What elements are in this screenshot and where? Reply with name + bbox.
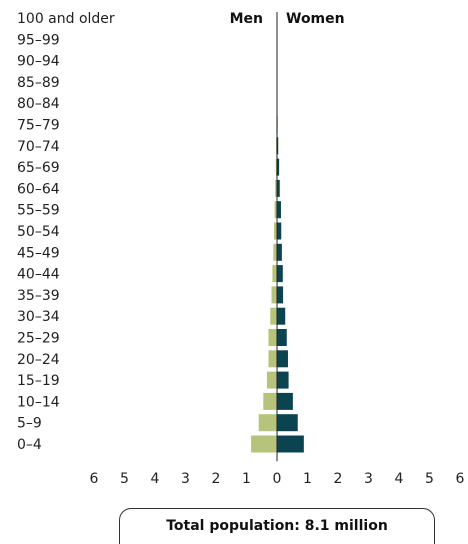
- age-group-label: 10–14: [17, 394, 60, 410]
- population-pyramid: 100 and older 95–99 90–94 85–89 80–84 75–79 70…: [0, 0, 468, 505]
- age-group-label: 35–39: [17, 288, 60, 304]
- men-legend-label: Men: [230, 11, 263, 27]
- x-tick-label: 0: [273, 471, 282, 487]
- age-group-label: 30–34: [17, 309, 60, 325]
- x-tick-label: 5: [425, 471, 434, 487]
- x-tick-label: 2: [212, 471, 221, 487]
- women-bar: [277, 308, 285, 325]
- women-bar: [277, 393, 293, 410]
- total-population-label: Total population: 8.1 million: [120, 518, 434, 534]
- women-bar: [277, 414, 298, 431]
- age-group-label: 40–44: [17, 267, 60, 283]
- women-bar: [277, 372, 289, 389]
- men-bar: [272, 265, 277, 282]
- age-group-label: 95–99: [17, 32, 60, 48]
- women-legend-label: Women: [286, 11, 345, 27]
- x-tick-label: 3: [364, 471, 373, 487]
- x-tick-label: 3: [181, 471, 190, 487]
- age-group-label: 90–94: [17, 54, 60, 70]
- women-bar: [277, 265, 283, 282]
- total-population-box: Total population: 8.1 million: [119, 508, 435, 544]
- x-tick-label: 6: [456, 471, 465, 487]
- women-bar: [277, 244, 282, 261]
- men-bar: [267, 372, 277, 389]
- women-bar: [277, 286, 283, 303]
- women-bar: [277, 436, 304, 453]
- x-axis-ticks: 6 5 4 3 2 1 0 1 2 3 4 5 6: [90, 471, 465, 487]
- women-bar: [277, 223, 281, 240]
- age-group-label: 45–49: [17, 245, 60, 261]
- x-tick-label: 1: [242, 471, 251, 487]
- men-bar: [268, 329, 277, 346]
- men-bar: [263, 393, 277, 410]
- age-group-label: 70–74: [17, 139, 60, 155]
- age-group-label: 25–29: [17, 331, 60, 347]
- age-group-label: 60–64: [17, 181, 60, 197]
- men-bar: [268, 350, 277, 367]
- women-bar: [277, 329, 287, 346]
- men-bar: [270, 308, 277, 325]
- age-group-label: 15–19: [17, 373, 60, 389]
- age-group-label: 80–84: [17, 96, 60, 112]
- age-group-label: 20–24: [17, 352, 60, 368]
- men-bar: [259, 414, 277, 431]
- men-bar: [273, 244, 277, 261]
- x-tick-label: 4: [395, 471, 404, 487]
- men-bar: [272, 286, 277, 303]
- age-group-label: 100 and older: [17, 11, 115, 27]
- age-group-label: 0–4: [17, 437, 42, 453]
- x-tick-label: 4: [151, 471, 160, 487]
- women-bar: [277, 350, 288, 367]
- age-group-label: 75–79: [17, 118, 60, 134]
- x-tick-label: 2: [334, 471, 343, 487]
- age-group-label: 65–69: [17, 160, 60, 176]
- x-tick-label: 6: [90, 471, 99, 487]
- men-bar: [251, 436, 277, 453]
- x-tick-label: 5: [120, 471, 129, 487]
- age-group-label: 85–89: [17, 75, 60, 91]
- age-group-label: 5–9: [17, 416, 42, 432]
- age-group-labels: 100 and older 95–99 90–94 85–89 80–84 75–79 70…: [17, 11, 115, 453]
- age-group-label: 50–54: [17, 224, 60, 240]
- women-bar: [277, 201, 281, 218]
- x-tick-label: 1: [303, 471, 312, 487]
- age-group-label: 55–59: [17, 203, 60, 219]
